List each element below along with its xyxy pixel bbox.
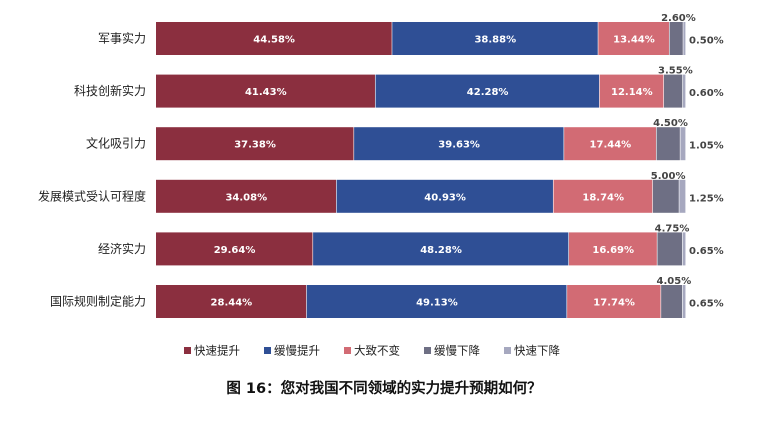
data-label: 0.50%: [689, 36, 724, 47]
bar-segment: [156, 232, 313, 266]
bar-segment: [657, 232, 683, 266]
data-label: 17.44%: [590, 140, 632, 151]
bar-segment: [599, 74, 664, 108]
legend-swatch: [424, 347, 431, 354]
data-label: 4.75%: [655, 223, 690, 234]
category-label: 军事实力: [98, 31, 146, 46]
bar-segment: [313, 232, 569, 266]
legend-label: 快速提升: [194, 344, 240, 358]
legend-label: 大致不变: [354, 344, 400, 358]
category-label: 文化吸引力: [86, 136, 146, 151]
data-label: 44.58%: [253, 35, 295, 46]
bar-segment: [664, 74, 683, 108]
data-label: 4.05%: [657, 276, 692, 287]
data-label: 4.50%: [653, 118, 688, 129]
bar-segment: [656, 127, 680, 161]
bar-segment: [682, 74, 686, 108]
bar-segment: [567, 285, 661, 318]
bar-segment: [553, 179, 653, 213]
data-label: 39.63%: [438, 140, 480, 151]
bar-segment: [568, 232, 657, 266]
bar-segment: [156, 285, 307, 318]
data-label: 3.55%: [658, 66, 693, 77]
bar-segment: [679, 179, 686, 213]
data-label: 0.65%: [689, 299, 724, 310]
data-label: 1.05%: [689, 141, 724, 152]
bar-segment: [564, 127, 656, 161]
data-label: 16.69%: [592, 245, 634, 256]
figure-caption: 图 16：您对我国不同领域的实力提升预期如何？: [226, 381, 542, 397]
category-label: 发展模式受认可程度: [38, 188, 146, 203]
data-label: 48.28%: [420, 245, 462, 256]
data-label: 49.13%: [416, 298, 458, 309]
data-label: 38.88%: [474, 35, 516, 46]
data-label: 29.64%: [214, 245, 256, 256]
bar-segment: [680, 127, 686, 161]
bar-segment: [683, 22, 686, 55]
bar-segment: [354, 127, 564, 161]
legend-swatch: [344, 347, 351, 354]
category-label: 经济实力: [98, 241, 146, 256]
legend-label: 缓慢下降: [434, 344, 480, 358]
bars: [156, 22, 686, 318]
bar-segment: [156, 22, 392, 55]
data-label: 41.43%: [245, 87, 287, 98]
legend-swatch: [184, 347, 191, 354]
legend-label: 快速下降: [514, 344, 560, 358]
bar-segment: [156, 127, 354, 161]
legend-swatch: [504, 347, 511, 354]
segment-labels: 44.58% 38.88% 13.44% 2.60% 0.50% 41.43% 42.28%…: [211, 13, 724, 310]
bar-segment: [652, 179, 679, 213]
bar-segment: [306, 285, 567, 318]
data-label: 0.65%: [689, 246, 724, 257]
bar-segment: [682, 285, 686, 318]
data-label: 13.44%: [613, 35, 655, 46]
category-label: 科技创新实力: [74, 83, 146, 98]
data-label: 42.28%: [467, 87, 509, 98]
bar-segment: [661, 285, 683, 318]
bar-segment: [336, 179, 553, 213]
data-label: 12.14%: [611, 87, 653, 98]
bar-segment: [669, 22, 683, 55]
bar-segment: [682, 232, 686, 266]
bar-segment: [156, 179, 337, 213]
data-label: 18.74%: [582, 192, 624, 203]
bar-segment: [156, 74, 375, 108]
legend: 快速提升 缓慢提升 大致不变 缓慢下降 快速下降: [184, 344, 560, 358]
data-label: 34.08%: [225, 192, 267, 203]
legend-swatch: [264, 347, 271, 354]
data-label: 1.25%: [689, 193, 724, 204]
data-label: 5.00%: [651, 171, 686, 182]
data-label: 28.44%: [211, 298, 253, 309]
category-label: 国际规则制定能力: [50, 294, 146, 309]
bar-segment: [598, 22, 669, 55]
data-label: 40.93%: [424, 192, 466, 203]
data-label: 17.74%: [593, 298, 635, 309]
legend-label: 缓慢提升: [274, 344, 320, 358]
data-label: 2.60%: [661, 13, 696, 24]
data-label: 37.38%: [234, 140, 276, 151]
bar-segment: [375, 74, 600, 108]
data-label: 0.60%: [689, 88, 724, 99]
bar-segment: [392, 22, 598, 55]
